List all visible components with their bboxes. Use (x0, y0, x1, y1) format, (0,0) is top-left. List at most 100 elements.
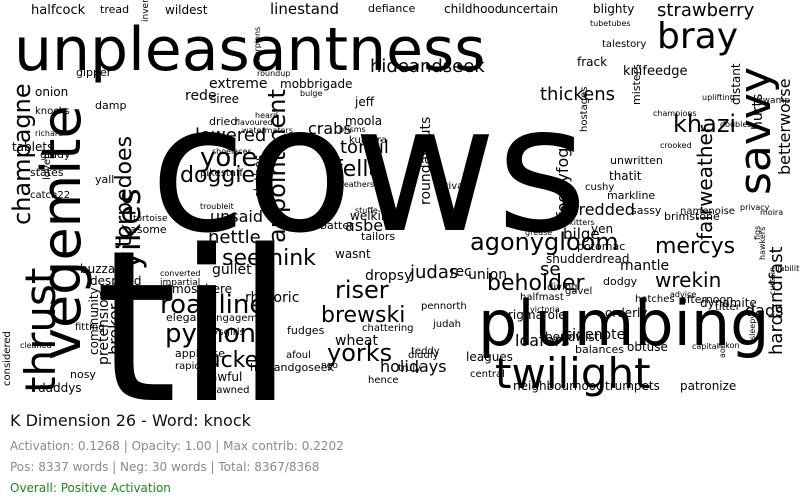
cloud-word-wrekin: wrekin (655, 268, 721, 292)
cloud-word-privacy: privacy (740, 203, 770, 212)
cloud-word-awful: awful (210, 370, 242, 384)
cloud-word-impartial: impartial (160, 278, 200, 288)
cloud-word-thatit: thatit (609, 169, 642, 183)
cloud-word-tortoise: tortoise (133, 214, 168, 224)
cloud-word-sleepy: sleepy (748, 314, 757, 340)
cloud-word-hardandfast: hardandfast (766, 246, 787, 355)
cloud-word-knifeedge: knifeedge (623, 64, 687, 79)
cloud-word-potomac: potomac (577, 240, 625, 253)
cloud-word-fella: fella (335, 157, 382, 182)
cloud-word-misters: misters (630, 64, 643, 105)
cloud-word-ngo: ngo (321, 361, 338, 371)
cloud-word-afoul: afoul (286, 350, 311, 361)
cloud-word-fitting: fitting (75, 322, 105, 333)
cloud-word-yen: yen (591, 222, 613, 236)
cloud-word-skitters: skitters (565, 218, 595, 227)
cloud-word-nosy: nosy (70, 368, 96, 381)
cloud-word-welkin: welkin (350, 209, 388, 223)
cloud-word-victoria: victoria (530, 305, 560, 314)
cloud-word-lowered: lowered (195, 125, 266, 146)
cloud-word-vegemite: vegemite (30, 105, 93, 360)
cloud-word-afternoon: afternoon (680, 293, 733, 306)
cloud-word-diving: diving (547, 282, 578, 293)
cloud-word-nettle: nettle (208, 227, 261, 248)
cloud-word-agonygloom: agonygloom (470, 228, 619, 256)
cloud-word-catch22: catch22 (30, 190, 70, 201)
cloud-word-hostages: hostages (579, 87, 590, 132)
cloud-word-rhetoric: rhetoric (245, 290, 299, 306)
cloud-word-cleaned: cleaned (20, 341, 52, 350)
cloud-word-beholder: beholder (487, 271, 586, 296)
cloud-word-swamp: swamp (758, 96, 790, 106)
cloud-word-advice: advice (670, 290, 696, 299)
cloud-word-distant: distant (729, 63, 743, 105)
cloud-word-tablets: tablets (12, 140, 53, 154)
cloud-word-obtuse: obtuse (627, 340, 668, 354)
cloud-word-seethink: seethink (222, 246, 316, 271)
cloud-word-plumbing: plumbing (478, 287, 770, 360)
cloud-word-tucker: tucker (198, 348, 268, 373)
cloud-word-private: private (438, 181, 473, 192)
cloud-word-twilight: twilight (495, 349, 651, 398)
cloud-word-pennorth: pennorth (421, 301, 467, 312)
cloud-word-liability: liability (775, 264, 800, 273)
cloud-word-watermaters: watermaters (242, 126, 293, 135)
cloud-word-elegant: elegant (166, 311, 208, 324)
cloud-word-rec: rec (450, 264, 472, 280)
cloud-word-giddy: giddy (40, 148, 71, 161)
cloud-word-diddly: diddly (408, 350, 439, 361)
cloud-word-atmosphere: atmosphere (160, 282, 232, 296)
cloud-word-dads: dads (745, 301, 783, 320)
cloud-word-riser: riser (335, 276, 389, 304)
cloud-word-python: python (165, 319, 256, 349)
cloud-word-namenoise: namenoise (680, 206, 735, 217)
cloud-word-fogeyfog: fogeyfog (553, 148, 572, 218)
cloud-word-considered: considered (2, 331, 13, 386)
cloud-word-mobbrigade: mobbrigade (280, 77, 353, 91)
cloud-word-union: union (468, 267, 507, 283)
cloud-word-pretension: pretension (96, 290, 112, 365)
cloud-word-yore: yore (200, 143, 257, 173)
cloud-word-tubetubes: tubetubes (590, 19, 631, 28)
cloud-word-prisms: prisms (339, 125, 366, 134)
cloud-word-mantle: mantle (620, 258, 669, 274)
cloud-word-lover: lover (42, 154, 53, 180)
cloud-word-dropsy: dropsy (365, 268, 412, 284)
cloud-word-dawned: dawned (210, 385, 250, 396)
cloud-word-khazi: khazi (673, 110, 736, 138)
cloud-word-cows: cows (150, 69, 588, 272)
cloud-word-uplifting: uplifting (702, 93, 735, 102)
cloud-word-teddy: teddy (411, 346, 440, 357)
cloud-word-defiance: defiance (368, 2, 415, 15)
cloud-word-truly: truly (398, 363, 421, 374)
cloud-word-feathers: feathers (341, 180, 374, 189)
cloud-word-brimstone: brimstone (664, 210, 720, 223)
cloud-word-brewski: brewski (321, 303, 405, 328)
cloud-word-aorta: aorta (718, 337, 727, 358)
cloud-word-yikes: yikes (110, 188, 148, 270)
cloud-word-bray: bray (657, 16, 738, 57)
cloud-word-figs: figs (753, 226, 762, 240)
cloud-word-asome: asome (130, 223, 167, 236)
cloud-word-unsaid: unsaid (210, 207, 263, 226)
cloud-word-siree: siree (210, 92, 239, 106)
cloud-word-roadline: roadline (160, 290, 265, 320)
cloud-word-markline: markline (607, 189, 655, 202)
cloud-word-yorks: yorks (327, 339, 392, 367)
cloud-word-boysgirls: boysgirls (200, 327, 245, 338)
cloud-word-sidenote: sidenote (565, 327, 625, 343)
cloud-word-despond: despond (90, 274, 141, 288)
cloud-word-tread: tread (100, 3, 129, 16)
cloud-word-moola: moola (345, 114, 382, 128)
cloud-word-holidays: holidays (380, 357, 447, 376)
cloud-word-rapid: rapid (175, 361, 201, 372)
cloud-word-stuffe: stuffe (355, 206, 378, 215)
cloud-word-til: til (95, 205, 294, 402)
cloud-word-bendwist: bendwist (545, 330, 600, 344)
cloud-word-capital: capital (692, 342, 719, 351)
cloud-word-mercys: mercys (655, 234, 735, 259)
cloud-word-asbe: asbe (345, 216, 383, 235)
cloud-word-talestory: talestory (602, 39, 646, 50)
cloud-word-grease: grease (525, 228, 552, 237)
